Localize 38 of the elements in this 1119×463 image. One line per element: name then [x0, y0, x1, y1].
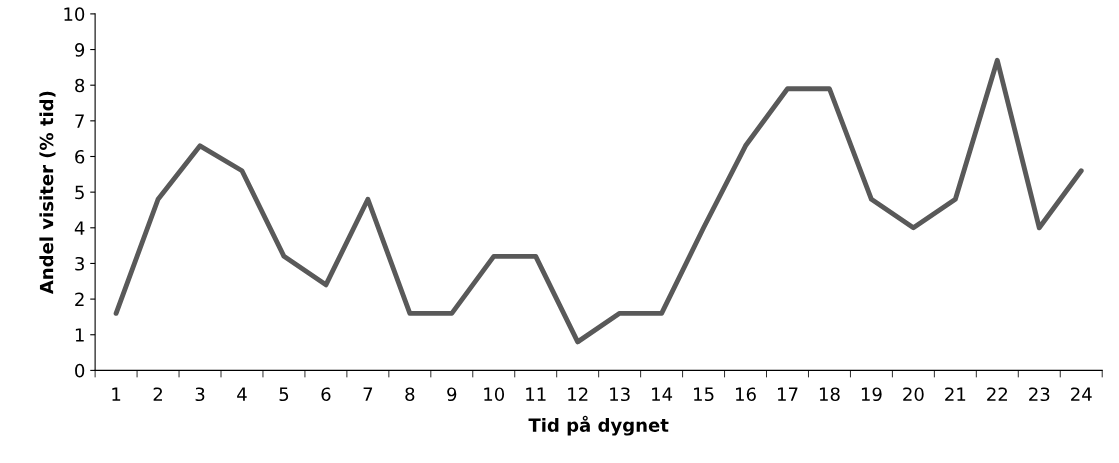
x-tick-label: 12	[568, 387, 588, 401]
x-tick-label: 15	[694, 387, 714, 402]
y-tick-label: 4	[74, 221, 85, 235]
x-tick-label: 1	[112, 387, 121, 401]
x-tick-label: 2	[153, 387, 162, 401]
y-tick-label: 6	[75, 149, 85, 164]
x-tick-label: 8	[405, 387, 415, 402]
x-tick-label: 16	[736, 387, 756, 402]
y-tick-label: 10	[64, 7, 85, 22]
x-tick-label: 21	[945, 387, 966, 401]
x-tick-label: 13	[610, 387, 630, 402]
x-tick-label: 22	[987, 387, 1007, 401]
x-tick-label: 20	[903, 387, 924, 402]
x-tick-label: 9	[447, 387, 457, 402]
x-tick-label: 23	[1029, 387, 1050, 402]
y-tick-label: 1	[75, 328, 84, 342]
x-tick-label: 17	[777, 387, 798, 401]
x-tick-label: 3	[195, 387, 205, 402]
y-tick-label: 0	[75, 363, 85, 378]
y-tick-label: 7	[75, 114, 84, 128]
x-tick-label: 5	[279, 387, 289, 402]
x-tick-label: 24	[1071, 387, 1092, 401]
x-tick-label: 7	[363, 387, 373, 401]
x-tick-label: 6	[321, 387, 331, 402]
y-axis-title: Andel visiter (% tid)	[39, 91, 56, 295]
y-tick-label: 8	[75, 78, 85, 93]
y-tick-label: 5	[75, 185, 84, 200]
x-tick-label: 18	[819, 387, 840, 402]
y-tick-label: 2	[75, 292, 84, 306]
x-tick-label: 4	[237, 387, 247, 401]
y-tick-label: 3	[75, 256, 84, 271]
line-series	[113, 57, 1084, 345]
x-axis-title: Tid på dygnet	[528, 415, 669, 436]
x-tick-label: 10	[484, 387, 505, 402]
x-tick-label: 11	[526, 387, 546, 401]
y-tick-label: 9	[75, 43, 85, 57]
x-tick-label: 19	[861, 387, 882, 402]
x-tick-label: 14	[652, 387, 673, 401]
